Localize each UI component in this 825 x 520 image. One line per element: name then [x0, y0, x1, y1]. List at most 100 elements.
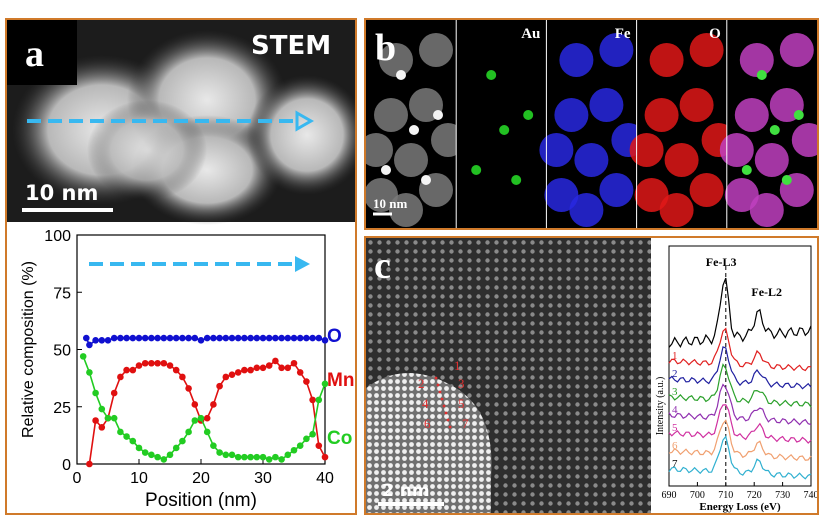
- chart-a-point-Co: [272, 453, 279, 461]
- au-particle: [381, 165, 391, 175]
- chart-a-point-O: [83, 334, 90, 342]
- au-particle: [756, 70, 767, 80]
- chart-a-point-Co: [216, 449, 223, 456]
- chart-a-xtick-label: 0: [73, 470, 82, 487]
- au-particle: [499, 125, 510, 135]
- chart-a-point-Mn: [259, 364, 267, 372]
- sphere: [554, 98, 589, 132]
- chart-a-point-Mn: [234, 369, 242, 376]
- chart-a-point-Co: [197, 414, 205, 422]
- au-particle: [396, 70, 406, 80]
- chart-c-spectrum-label: 7: [672, 458, 678, 470]
- chart-a-point-Co: [86, 369, 93, 376]
- chart-c-spectrum-label: 5: [672, 422, 678, 434]
- chart-a-point-Mn: [141, 359, 149, 367]
- chart-c-spectrum-1: [668, 327, 812, 372]
- chart-a-point-O: [284, 334, 292, 342]
- chart-a-xtick-label: 40: [316, 470, 334, 487]
- chart-a-point-Mn: [315, 442, 323, 449]
- eels-point-label: 7: [462, 416, 469, 431]
- eels-point-label: 1: [454, 358, 461, 373]
- sphere: [559, 43, 594, 77]
- chart-a-ytick-label: 75: [53, 285, 71, 302]
- au-particle: [486, 70, 497, 80]
- chart-a-point-O: [222, 334, 230, 342]
- eds-map-bg: [456, 20, 547, 228]
- sphere: [689, 33, 724, 67]
- chart-a-point-O: [135, 334, 143, 342]
- chart-a-point-O: [290, 334, 298, 342]
- chart-a-point-Co: [110, 414, 118, 422]
- chart-a-point-Mn: [110, 389, 118, 397]
- chart-a-point-Mn: [210, 401, 217, 408]
- chart-a-point-O: [191, 334, 199, 342]
- chart-a-xtick-label: 30: [254, 470, 272, 487]
- sphere: [629, 133, 664, 167]
- sphere: [644, 98, 679, 132]
- chart-a-point-Co: [98, 405, 106, 413]
- chart-a-point-Co: [309, 430, 316, 438]
- chart-a-point-Mn: [179, 373, 186, 381]
- chart-a-point-Co: [315, 396, 323, 404]
- chart-a-point-O: [179, 334, 186, 342]
- au-particle: [793, 110, 804, 120]
- chart-a-point-Co: [278, 456, 285, 463]
- chart-a-point-Co: [290, 446, 298, 454]
- chart-c-annotation-L3: Fe-L3: [706, 255, 737, 269]
- chart-a-point-Mn: [148, 359, 155, 367]
- sphere: [574, 143, 609, 177]
- chart-a-xlabel: Position (nm): [145, 490, 257, 511]
- chart-c-spectrum-3: [668, 363, 812, 408]
- eels-point-label: 3: [458, 376, 465, 391]
- chart-a-point-O: [241, 334, 248, 342]
- sphere: [389, 193, 423, 227]
- chart-c-xtick-label: 710: [718, 490, 733, 501]
- eds-map-label: O: [709, 26, 721, 42]
- chart-c-spectrum-2: [668, 346, 812, 390]
- chart-c-xtick-label: 730: [775, 490, 790, 501]
- panel-b-svg: Au Fe O b 10 nm: [366, 20, 817, 228]
- chart-a-point-Co: [166, 451, 174, 459]
- chart-a-point-O: [123, 334, 130, 342]
- chart-a-point-O: [253, 334, 261, 342]
- au-particle: [511, 175, 522, 185]
- chart-a-xtick-label: 20: [192, 470, 210, 487]
- hrstem-core-region: [366, 373, 492, 513]
- sphere: [719, 133, 754, 167]
- au-particle: [523, 110, 534, 120]
- chart-a-point-Mn: [278, 364, 285, 372]
- eds-map-O: O: [629, 20, 736, 228]
- sphere: [394, 143, 428, 177]
- chart-a-point-Mn: [253, 364, 261, 372]
- chart-a-point-Mn: [303, 378, 310, 385]
- chart-a-point-Mn: [247, 366, 254, 374]
- chart-a-point-O: [129, 334, 137, 342]
- eds-map-panel-4: [719, 20, 817, 228]
- chart-a-point-O: [228, 334, 236, 342]
- chart-a-ytick-label: 0: [62, 457, 71, 474]
- chart-a-point-Mn: [284, 364, 292, 372]
- chart-a-point-Co: [222, 451, 230, 459]
- sphere: [689, 173, 724, 207]
- chart-a-series-Co: [82, 356, 326, 461]
- chart-c-spectrum-4: [668, 383, 812, 426]
- sphere: [599, 33, 634, 67]
- chart-a-point-Co: [203, 428, 211, 436]
- chart-a-point-O: [117, 334, 124, 342]
- eels-point-label: 5: [458, 396, 465, 411]
- chart-a-point-Mn: [272, 357, 279, 365]
- eels-point-dot: [446, 418, 450, 422]
- sphere: [544, 178, 579, 212]
- chart-a-point-Mn: [185, 385, 192, 392]
- sphere: [649, 43, 684, 77]
- sphere: [599, 173, 634, 207]
- chart-c-spectrum-label: 4: [672, 404, 678, 416]
- sphere: [739, 43, 774, 77]
- chart-a-point-Co: [296, 442, 304, 449]
- panel-letter-c: c: [374, 245, 391, 287]
- panel-letter-a: a: [25, 33, 44, 75]
- chart-a-point-O: [216, 334, 223, 342]
- chart-a-point-Mn: [166, 362, 174, 369]
- chart-a-point-Co: [303, 435, 310, 443]
- chart-a-point-Mn: [265, 362, 273, 369]
